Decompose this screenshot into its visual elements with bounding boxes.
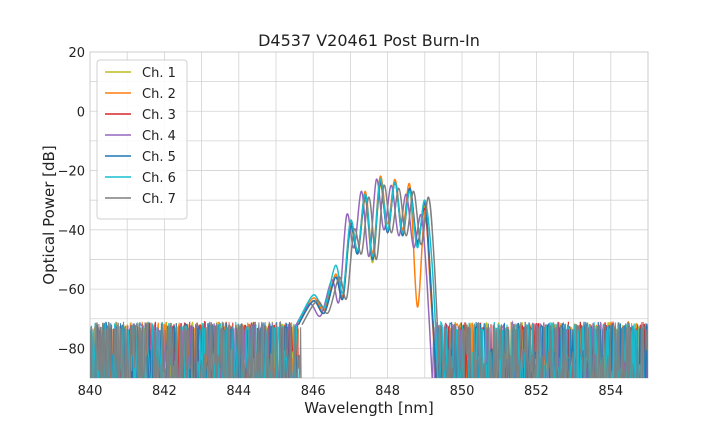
- legend-label: Ch. 3: [142, 108, 176, 123]
- legend: Ch. 1 Ch. 2 Ch. 3 Ch. 4 Ch. 5 Ch. 6 Ch. 7: [96, 59, 188, 220]
- noise-trace: [437, 320, 645, 378]
- legend-label: Ch. 7: [142, 192, 176, 207]
- legend-label: Ch. 1: [142, 66, 176, 81]
- series-line: [297, 175, 437, 378]
- x-tick-label: 842: [152, 384, 177, 399]
- x-tick-label: 844: [226, 384, 251, 399]
- x-tick-label: 852: [524, 384, 549, 399]
- series-line: [301, 184, 441, 378]
- legend-label: Ch. 2: [142, 87, 176, 102]
- legend-label: Ch. 6: [142, 171, 176, 186]
- legend-box: [96, 59, 188, 220]
- x-axis-label: Wavelength [nm]: [304, 399, 434, 417]
- x-tick-label: 848: [375, 384, 400, 399]
- legend-label: Ch. 5: [142, 150, 176, 165]
- legend-label: Ch. 4: [142, 129, 176, 144]
- noise-trace: [90, 321, 302, 378]
- x-tick-label: 850: [450, 384, 475, 399]
- y-tick-label: −60: [58, 283, 85, 298]
- noise-floor-layer: [90, 320, 648, 378]
- noise-trace: [435, 320, 648, 378]
- x-tick-label: 840: [78, 384, 103, 399]
- x-tick-label: 846: [301, 384, 326, 399]
- series-layer: [293, 175, 441, 378]
- plot-frame: [89, 51, 649, 379]
- y-tick-label: 20: [68, 46, 85, 61]
- axis-ticks: 840 842 844 846 848 850 852 854 20 0 −20 −40 −60 −80: [58, 46, 624, 399]
- y-tick-label: −80: [58, 342, 85, 357]
- y-tick-label: 0: [77, 105, 85, 120]
- x-tick-label: 854: [598, 384, 623, 399]
- y-tick-label: −40: [58, 224, 85, 239]
- series-line: [297, 178, 439, 378]
- chart-title: D4537 V20461 Post Burn-In: [258, 31, 480, 50]
- noise-trace: [436, 321, 648, 378]
- y-tick-label: −20: [58, 165, 85, 180]
- y-axis-label: Optical Power [dB]: [40, 145, 58, 284]
- noise-trace: [439, 322, 648, 378]
